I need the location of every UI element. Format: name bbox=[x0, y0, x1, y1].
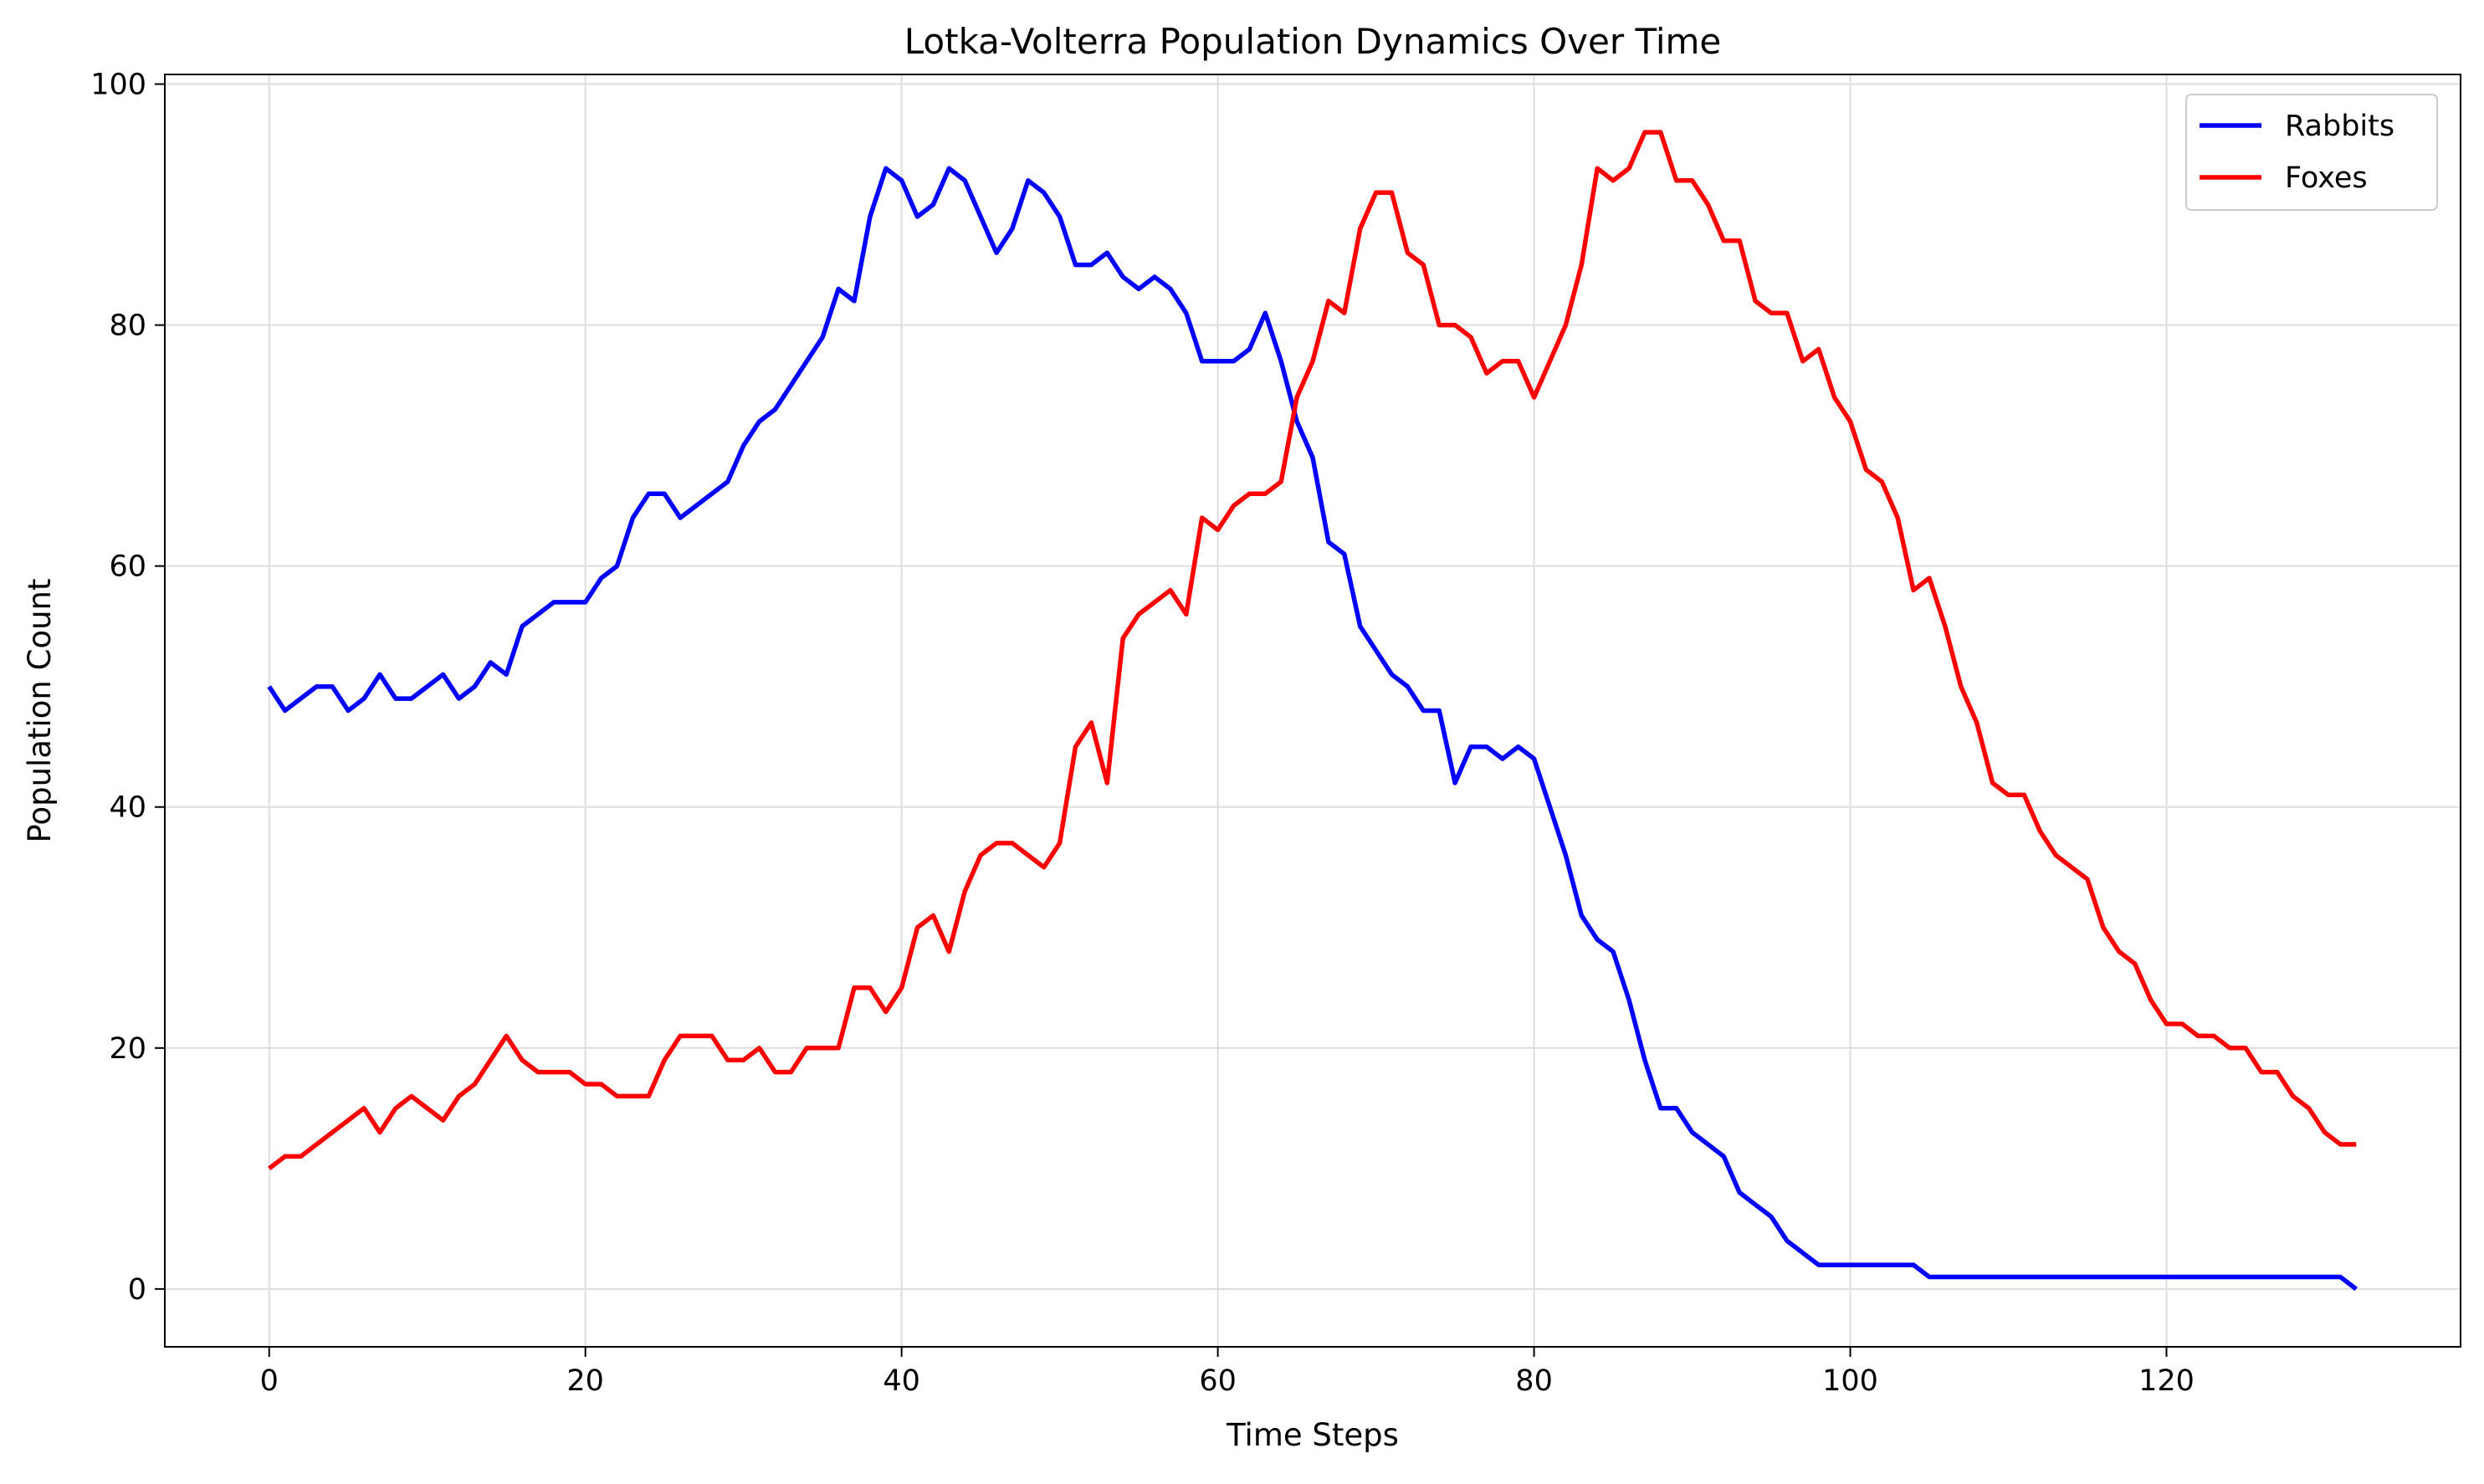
y-tick-label: 40 bbox=[109, 791, 146, 825]
chart-title: Lotka-Volterra Population Dynamics Over … bbox=[904, 21, 1722, 62]
legend: Rabbits Foxes bbox=[2185, 94, 2438, 211]
y-axis-label: Population Count bbox=[22, 578, 58, 842]
x-tick-label: 100 bbox=[1822, 1364, 1878, 1398]
x-tick-label: 20 bbox=[566, 1364, 604, 1398]
x-tick-label: 120 bbox=[2138, 1364, 2195, 1398]
series-line-foxes bbox=[268, 130, 2357, 1170]
x-axis-label: Time Steps bbox=[1226, 1417, 1399, 1453]
y-tick-label: 80 bbox=[109, 310, 146, 343]
grid bbox=[165, 74, 2461, 1347]
y-tick-label: 0 bbox=[128, 1273, 146, 1307]
x-tick-label: 80 bbox=[1515, 1364, 1553, 1398]
plot-frame bbox=[164, 74, 2461, 1348]
x-tick-label: 60 bbox=[1199, 1364, 1237, 1398]
y-tick-label: 20 bbox=[109, 1032, 146, 1066]
y-tick-label: 100 bbox=[90, 69, 146, 102]
legend-label: Foxes bbox=[2285, 161, 2368, 195]
series-lines bbox=[267, 130, 2358, 1292]
legend-label: Rabbits bbox=[2285, 110, 2394, 143]
axis-ticks: 0 20 40 60 80 100 120 0 20 40 60 80 100 bbox=[90, 69, 2195, 1398]
y-tick-label: 60 bbox=[109, 550, 146, 584]
x-tick-label: 40 bbox=[883, 1364, 920, 1398]
x-tick-label: 0 bbox=[260, 1364, 279, 1398]
series-line-rabbits bbox=[267, 166, 2358, 1292]
